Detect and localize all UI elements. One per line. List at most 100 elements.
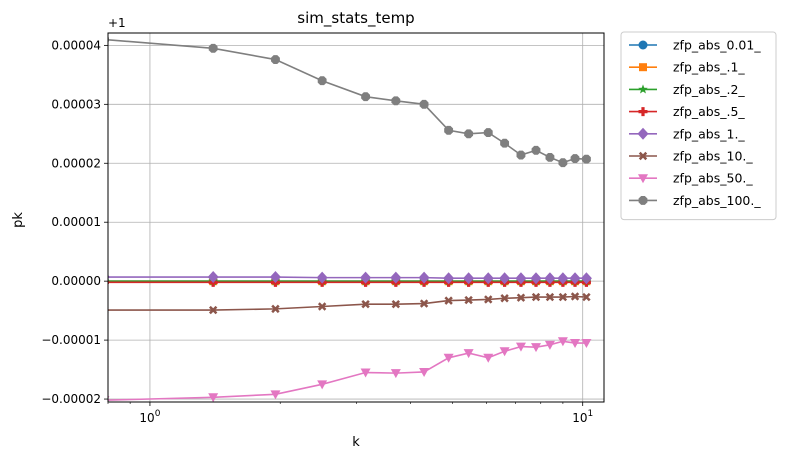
y-tick-label: −0.00001 bbox=[41, 333, 101, 347]
legend: zfp_abs_0.01_ zfp_abs_.1_ zfp_abs_.2_ zfp_a… bbox=[620, 31, 777, 221]
legend-marker bbox=[638, 107, 648, 117]
data-point bbox=[500, 294, 509, 303]
legend-item: zfp_abs_.2_ bbox=[629, 82, 745, 97]
data-point bbox=[208, 393, 219, 402]
series-line bbox=[108, 38, 587, 164]
data-point bbox=[570, 339, 581, 349]
legend-item: zfp_abs_.1_ bbox=[629, 60, 745, 75]
legend-marker bbox=[637, 127, 649, 140]
legend-marker bbox=[638, 174, 648, 184]
data-point bbox=[499, 272, 511, 285]
data-point bbox=[391, 299, 401, 309]
legend-label: zfp_abs_0.01_ bbox=[673, 38, 761, 53]
data-point bbox=[558, 158, 568, 168]
data-point bbox=[361, 92, 371, 102]
data-point bbox=[361, 299, 370, 309]
series-zfp_abs_100._ bbox=[108, 36, 591, 168]
x-tick-label: 100 bbox=[139, 409, 160, 425]
y-offset-label: +1 bbox=[108, 16, 126, 30]
x-tick-label: 101 bbox=[572, 409, 593, 425]
data-point bbox=[464, 295, 473, 305]
data-point bbox=[464, 129, 474, 139]
data-point bbox=[419, 299, 429, 308]
data-point bbox=[557, 337, 568, 347]
legend-label: zfp_abs_.2_ bbox=[673, 82, 745, 97]
data-point bbox=[499, 347, 510, 357]
data-point bbox=[544, 272, 556, 285]
data-point bbox=[570, 292, 580, 301]
data-point bbox=[544, 340, 555, 350]
data-point bbox=[516, 150, 526, 160]
data-point bbox=[483, 353, 494, 363]
data-point bbox=[391, 96, 401, 106]
legend-marker bbox=[638, 151, 648, 161]
legend-item: zfp_abs_10._ bbox=[629, 149, 753, 164]
data-point bbox=[270, 390, 281, 400]
legend-label: zfp_abs_1._ bbox=[673, 126, 745, 141]
data-point bbox=[360, 271, 372, 284]
data-point bbox=[271, 55, 280, 64]
data-point bbox=[569, 272, 581, 285]
data-point bbox=[581, 154, 591, 164]
data-point bbox=[580, 272, 592, 285]
legend-marker bbox=[638, 84, 648, 94]
data-point bbox=[581, 339, 592, 349]
y-tick-label: 0.00001 bbox=[51, 215, 101, 229]
data-point bbox=[545, 152, 555, 162]
data-point bbox=[557, 272, 569, 285]
data-point bbox=[208, 305, 218, 315]
legend-box bbox=[620, 31, 777, 221]
data-point bbox=[515, 342, 526, 352]
legend-marker bbox=[639, 63, 647, 72]
data-point bbox=[360, 368, 371, 378]
x-axis: 100 101 bbox=[107, 402, 593, 425]
data-point bbox=[317, 76, 327, 86]
data-point bbox=[484, 295, 493, 304]
data-point bbox=[208, 43, 218, 53]
chart-title: sim_stats_temp bbox=[297, 9, 414, 28]
data-point bbox=[531, 292, 541, 302]
x-axis-label: k bbox=[352, 435, 360, 450]
data-point bbox=[463, 349, 474, 359]
data-point bbox=[545, 292, 555, 302]
data-point bbox=[418, 271, 430, 284]
y-tick-label: 0.00004 bbox=[51, 38, 101, 52]
plot-frame bbox=[107, 32, 605, 403]
data-point bbox=[444, 296, 453, 305]
data-point bbox=[390, 369, 401, 379]
legend-label: zfp_abs_.5_ bbox=[673, 104, 745, 119]
data-point bbox=[390, 271, 402, 284]
data-point bbox=[531, 145, 541, 155]
series-line bbox=[108, 340, 587, 401]
data-point bbox=[443, 353, 454, 363]
legend-item: zfp_abs_.5_ bbox=[629, 104, 745, 119]
legend-label: zfp_abs_100._ bbox=[673, 193, 761, 208]
data-point bbox=[419, 367, 430, 377]
data-point bbox=[570, 154, 580, 163]
legend-marker bbox=[638, 40, 648, 50]
data-point bbox=[316, 271, 328, 284]
series-zfp_abs_1._ bbox=[108, 271, 592, 285]
data-point bbox=[271, 304, 280, 314]
y-tick-label: −0.00002 bbox=[41, 392, 101, 406]
data-point bbox=[530, 272, 542, 285]
data-point bbox=[317, 302, 327, 311]
plot-lines bbox=[108, 36, 592, 402]
series-zfp_abs_50._ bbox=[108, 337, 592, 402]
data-point bbox=[515, 272, 527, 285]
data-point bbox=[582, 292, 591, 302]
data-point bbox=[108, 307, 109, 314]
y-tick-label: 0.00002 bbox=[51, 156, 101, 170]
data-point bbox=[419, 99, 429, 109]
legend-item: zfp_abs_1._ bbox=[629, 126, 745, 141]
data-point bbox=[317, 380, 328, 390]
legend-label: zfp_abs_10._ bbox=[673, 149, 753, 164]
y-axis: −0.00002 −0.00001 0.00000 0.00001 0.00002 0.0… bbox=[41, 38, 108, 406]
legend-item: zfp_abs_100._ bbox=[629, 193, 761, 208]
y-axis-label: pk bbox=[11, 212, 26, 228]
data-point bbox=[269, 271, 281, 284]
data-point bbox=[463, 272, 475, 285]
legend-item: zfp_abs_0.01_ bbox=[629, 38, 761, 53]
legend-label: zfp_abs_50._ bbox=[673, 171, 753, 186]
series-zfp_abs_10._ bbox=[108, 292, 591, 315]
